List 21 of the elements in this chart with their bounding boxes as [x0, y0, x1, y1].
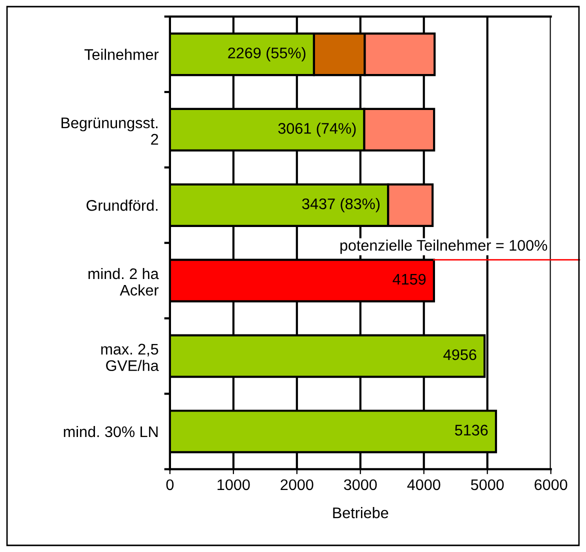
data-label: 3437 (83%): [302, 198, 380, 212]
x-axis-title: Betriebe: [333, 507, 388, 518]
data-label: 3061 (74%): [278, 122, 356, 137]
x-tick-label: 0: [166, 479, 174, 490]
data-label: 2269 (55%): [228, 47, 306, 62]
data-label: 4159: [392, 274, 426, 285]
y-tick-label: max. 2,5 GVE/ha: [101, 344, 159, 372]
x-tick-label: 2000: [280, 479, 314, 490]
x-tick-label: 1000: [218, 479, 250, 490]
x-tick-label: 6000: [534, 479, 568, 490]
y-tick-label: Teilnehmer: [84, 48, 159, 60]
data-label: 4956: [443, 349, 476, 360]
y-tick-label: Begrünungsst. 2: [62, 118, 158, 145]
data-label: 5136: [455, 424, 488, 436]
y-tick-label: mind. 2 ha Acker: [88, 268, 159, 296]
x-tick-label: 5000: [470, 479, 504, 490]
y-tick-label: Grundförd.: [86, 200, 158, 211]
y-tick-label: mind. 30% LN: [64, 426, 158, 438]
x-tick-label: 4000: [407, 479, 440, 490]
annotation: potenzielle Teilnehmer = 100%: [340, 240, 548, 254]
x-tick-label: 3000: [344, 479, 377, 490]
